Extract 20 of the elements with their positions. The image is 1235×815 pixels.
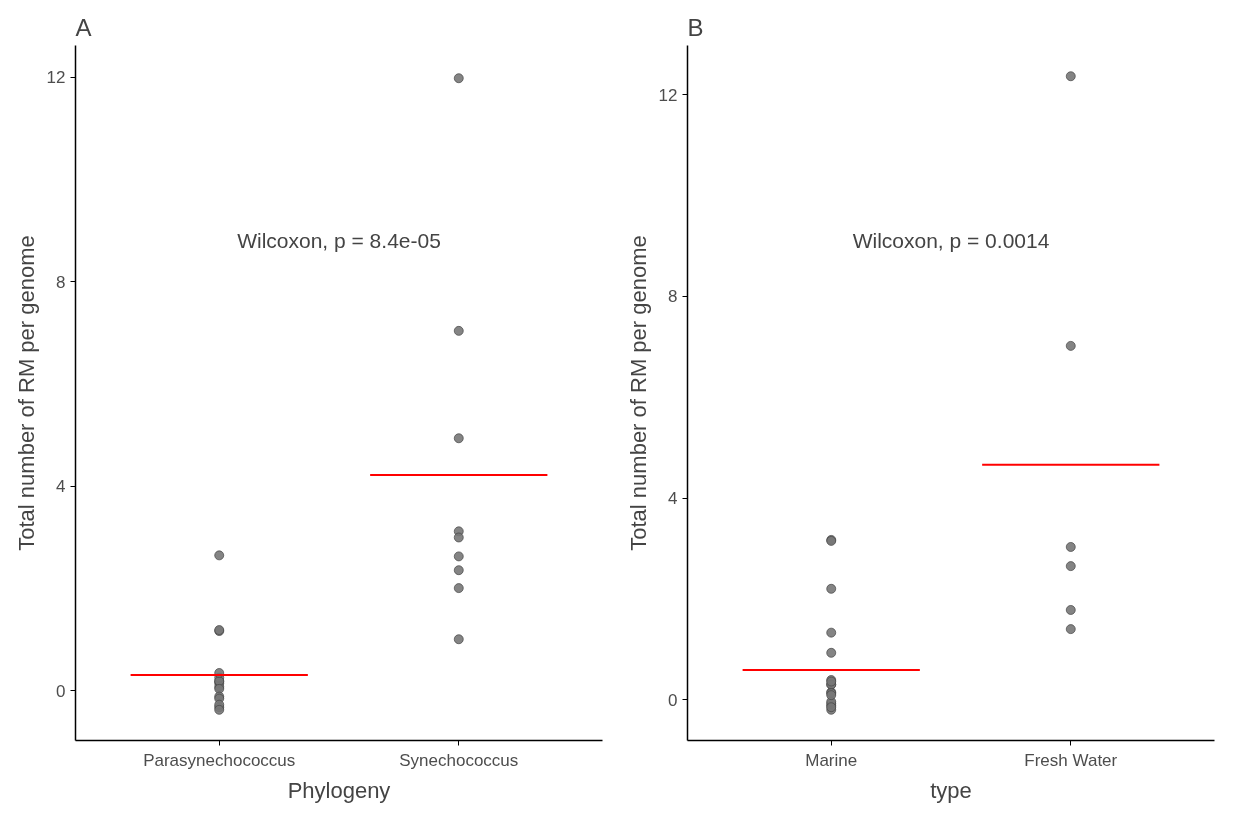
annotation: Wilcoxon, p = 8.4e-05 bbox=[237, 228, 441, 252]
x-tick-label: Synechococcus bbox=[399, 750, 519, 770]
y-tick-label: 4 bbox=[56, 477, 66, 497]
y-axis-title: Total number of RM per genome bbox=[625, 235, 651, 551]
y-tick-label: 0 bbox=[56, 681, 66, 701]
y-tick-label: 0 bbox=[668, 690, 678, 710]
annotation: Wilcoxon, p = 0.0014 bbox=[852, 228, 1050, 252]
x-tick-label: Marine bbox=[805, 750, 858, 770]
y-axis-title: Total number of RM per genome bbox=[13, 235, 39, 551]
chart-title: A bbox=[75, 13, 92, 41]
x-tick-label: Parasynechococcus bbox=[143, 750, 296, 770]
y-tick-label: 12 bbox=[46, 68, 66, 88]
y-tick-label: 8 bbox=[668, 287, 678, 307]
x-axis-title: Phylogeny bbox=[287, 777, 391, 803]
x-tick-label: Fresh Water bbox=[1024, 750, 1118, 770]
y-tick-label: 12 bbox=[658, 85, 678, 105]
x-axis-title: type bbox=[930, 777, 972, 803]
y-tick-label: 4 bbox=[668, 489, 678, 509]
chart-title: B bbox=[687, 13, 704, 41]
y-tick-label: 8 bbox=[56, 272, 66, 292]
